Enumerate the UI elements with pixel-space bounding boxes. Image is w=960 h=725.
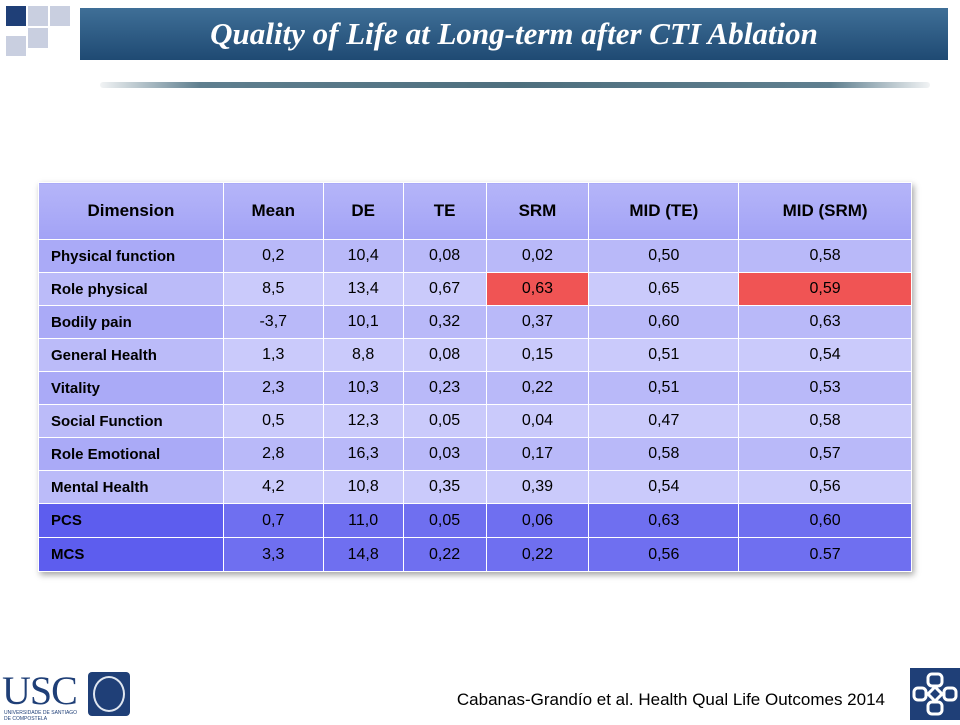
dimension-cell: Bodily pain (38, 305, 224, 339)
mid-te-cell: 0,50 (588, 239, 740, 273)
table-header-row: Dimension Mean DE TE SRM MID (TE) MID (S… (38, 182, 912, 240)
de-cell: 10,8 (322, 470, 404, 504)
dimension-cell: Role physical (38, 272, 224, 306)
dimension-cell: Social Function (38, 404, 224, 438)
table-row: Role Emotional 2,8 16,3 0,03 0,17 0,58 0… (38, 437, 912, 471)
de-cell: 10,4 (322, 239, 404, 273)
column-header: Mean (222, 182, 324, 240)
de-cell: 12,3 (322, 404, 404, 438)
mid-te-cell: 0,54 (588, 470, 740, 504)
mean-cell: 2,3 (222, 371, 324, 405)
mid-srm-cell: 0.57 (738, 537, 912, 572)
qol-table: Dimension Mean DE TE SRM MID (TE) MID (S… (38, 182, 912, 572)
mean-cell: 0,5 (222, 404, 324, 438)
mid-srm-cell: 0,58 (738, 239, 912, 273)
srm-cell-highlighted: 0,63 (485, 272, 590, 306)
mid-te-cell: 0,63 (588, 503, 740, 538)
mid-srm-cell: 0,57 (738, 437, 912, 471)
usc-logo-subtext: UNIVERSIDADE DE SANTIAGO DE COMPOSTELA (4, 710, 78, 722)
dimension-cell: General Health (38, 338, 224, 372)
mid-srm-cell: 0,60 (738, 503, 912, 538)
citation: Cabanas-Grandío et al. Health Qual Life … (456, 690, 885, 709)
srm-cell: 0,06 (485, 503, 590, 538)
table-row-summary: PCS 0,7 11,0 0,05 0,06 0,63 0,60 (38, 503, 912, 538)
column-header: MID (TE) (588, 182, 740, 240)
de-cell: 13,4 (322, 272, 404, 306)
mid-te-cell: 0,51 (588, 371, 740, 405)
dimension-cell: Physical function (38, 239, 224, 273)
dimension-cell: Vitality (38, 371, 224, 405)
mid-srm-cell: 0,54 (738, 338, 912, 372)
te-cell: 0,23 (402, 371, 487, 405)
mean-cell: 0,7 (222, 503, 324, 538)
mean-cell: 8,5 (222, 272, 324, 306)
mean-cell: 0,2 (222, 239, 324, 273)
column-header: Dimension (38, 182, 224, 240)
title-divider (100, 82, 930, 88)
mid-te-cell: 0,51 (588, 338, 740, 372)
te-cell: 0,08 (402, 338, 487, 372)
column-header: DE (322, 182, 404, 240)
mid-te-cell: 0,58 (588, 437, 740, 471)
srm-cell: 0,37 (485, 305, 590, 339)
page-title: Quality of Life at Long-term after CTI A… (210, 16, 818, 51)
de-cell: 10,3 (322, 371, 404, 405)
mid-te-cell: 0,47 (588, 404, 740, 438)
srm-cell: 0,17 (485, 437, 590, 471)
dimension-cell: Role Emotional (38, 437, 224, 471)
te-cell: 0,32 (402, 305, 487, 339)
column-header: SRM (485, 182, 590, 240)
de-cell: 10,1 (322, 305, 404, 339)
table-row: General Health 1,3 8,8 0,08 0,15 0,51 0,… (38, 338, 912, 372)
te-cell: 0,03 (402, 437, 487, 471)
mid-srm-cell-highlighted: 0,59 (738, 272, 912, 306)
te-cell: 0,08 (402, 239, 487, 273)
table-row: Bodily pain -3,7 10,1 0,32 0,37 0,60 0,6… (38, 305, 912, 339)
cross-emblem-icon (910, 668, 960, 720)
te-cell: 0,22 (402, 537, 487, 572)
corner-decoration (0, 0, 80, 60)
mean-cell: 2,8 (222, 437, 324, 471)
mid-te-cell: 0,56 (588, 537, 740, 572)
dimension-cell: PCS (38, 503, 224, 538)
table-row: Social Function 0,5 12,3 0,05 0,04 0,47 … (38, 404, 912, 438)
srm-cell: 0,02 (485, 239, 590, 273)
srm-cell: 0,04 (485, 404, 590, 438)
te-cell: 0,05 (402, 404, 487, 438)
te-cell: 0,67 (402, 272, 487, 306)
usc-logo-text: USC (2, 668, 78, 713)
mid-srm-cell: 0,58 (738, 404, 912, 438)
mid-srm-cell: 0,63 (738, 305, 912, 339)
de-cell: 11,0 (322, 503, 404, 538)
mean-cell: -3,7 (222, 305, 324, 339)
table-row-summary: MCS 3,3 14,8 0,22 0,22 0,56 0.57 (38, 537, 912, 572)
mean-cell: 1,3 (222, 338, 324, 372)
column-header: TE (402, 182, 487, 240)
mid-srm-cell: 0,53 (738, 371, 912, 405)
srm-cell: 0,22 (485, 537, 590, 572)
te-cell: 0,05 (402, 503, 487, 538)
dimension-cell: Mental Health (38, 470, 224, 504)
mean-cell: 4,2 (222, 470, 324, 504)
table-row: Mental Health 4,2 10,8 0,35 0,39 0,54 0,… (38, 470, 912, 504)
table-row: Physical function 0,2 10,4 0,08 0,02 0,5… (38, 239, 912, 273)
usc-logo: USC UNIVERSIDADE DE SANTIAGO DE COMPOSTE… (0, 668, 140, 722)
dimension-cell: MCS (38, 537, 224, 572)
de-cell: 8,8 (322, 338, 404, 372)
mid-te-cell: 0,60 (588, 305, 740, 339)
column-header: MID (SRM) (738, 182, 912, 240)
mid-srm-cell: 0,56 (738, 470, 912, 504)
table-row: Role physical 8,5 13,4 0,67 0,63 0,65 0,… (38, 272, 912, 306)
te-cell: 0,35 (402, 470, 487, 504)
table-row: Vitality 2,3 10,3 0,23 0,22 0,51 0,53 (38, 371, 912, 405)
srm-cell: 0,22 (485, 371, 590, 405)
title-banner: Quality of Life at Long-term after CTI A… (80, 8, 948, 60)
srm-cell: 0,15 (485, 338, 590, 372)
mean-cell: 3,3 (222, 537, 324, 572)
university-seal-icon (88, 672, 130, 716)
de-cell: 16,3 (322, 437, 404, 471)
mid-te-cell: 0,65 (588, 272, 740, 306)
de-cell: 14,8 (322, 537, 404, 572)
srm-cell: 0,39 (485, 470, 590, 504)
